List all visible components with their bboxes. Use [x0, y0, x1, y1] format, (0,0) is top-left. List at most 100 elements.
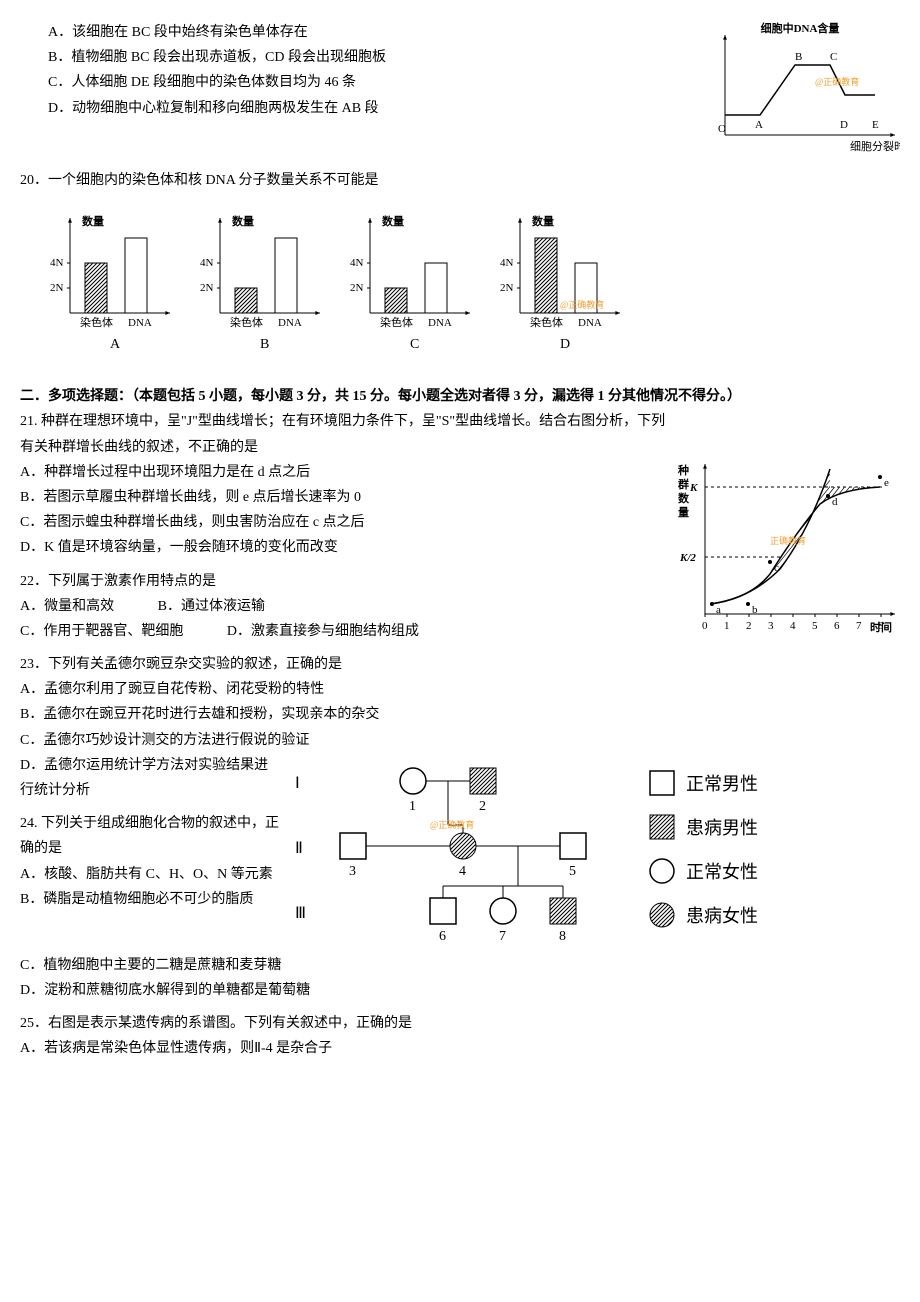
q21-opt-B: B．若图示草履虫种群增长曲线，则 e 点后增长速率为 0 [20, 485, 670, 510]
svg-text:D: D [840, 119, 848, 131]
svg-text:2N: 2N [350, 282, 364, 294]
q25-opt-A: A．若该病是常染色体显性遗传病，则Ⅱ-4 是杂合子 [20, 1036, 900, 1061]
q24-opt-A: A．核酸、脂肪共有 C、H、O、N 等元素 [20, 862, 280, 887]
svg-text:E: E [872, 119, 879, 131]
svg-text:4N: 4N [200, 257, 214, 269]
q19-dna-chart: 细胞中DNA含量细胞分裂时期ABCDEO@正确教育 [700, 20, 900, 160]
svg-text:@正确教育: @正确教育 [430, 819, 474, 830]
svg-text:C: C [410, 337, 419, 352]
svg-text:5: 5 [569, 864, 576, 879]
q19-opt-A: A．该细胞在 BC 段中始终有染色单体存在 [48, 20, 700, 45]
svg-text:K: K [689, 482, 698, 494]
q19-opt-D: D．动物细胞中心粒复制和移向细胞两极发生在 AB 段 [48, 96, 700, 121]
svg-text:b: b [752, 604, 758, 616]
q25-stem: 25．右图是表示某遗传病的系谱图。下列有关叙述中，正确的是 [20, 1011, 900, 1036]
q19-block: A．该细胞在 BC 段中始终有染色单体存在 B．植物细胞 BC 段会出现赤道板，… [20, 20, 900, 160]
q24-opt-B: B．磷脂是动植物细胞必不可少的脂质 [20, 887, 280, 912]
svg-text:DNA: DNA [428, 317, 452, 329]
svg-text:数量: 数量 [532, 214, 554, 228]
svg-text:@正确教育: @正确教育 [560, 299, 604, 310]
q24-opt-C: C．植物细胞中主要的二糖是蔗糖和麦芽糖 [20, 953, 900, 978]
q23-opt-B: B．孟德尔在豌豆开花时进行去雄和授粉，实现亲本的杂交 [20, 702, 900, 727]
q19-opt-B: B．植物细胞 BC 段会出现赤道板，CD 段会出现细胞板 [48, 45, 700, 70]
svg-text:染色体: 染色体 [380, 315, 413, 329]
svg-text:0: 0 [702, 620, 708, 632]
q23-opt-A: A．孟德尔利用了豌豆自花传粉、闭花受粉的特性 [20, 677, 900, 702]
svg-text:数量: 数量 [382, 214, 404, 228]
q21-stem: 21. 种群在理想环境中，呈"J"型曲线增长；在有环境阻力条件下，呈"S"型曲线… [20, 409, 670, 459]
svg-text:数量: 数量 [232, 214, 254, 228]
svg-text:正常男性: 正常男性 [686, 774, 758, 794]
svg-text:染色体: 染色体 [230, 315, 263, 329]
q21-growth-chart: 种群数量时间012345678KK/2abcde正确教育 [670, 449, 900, 639]
svg-text:量: 量 [678, 506, 689, 519]
svg-text:c: c [774, 562, 779, 574]
svg-text:8: 8 [559, 929, 566, 944]
svg-text:C: C [830, 51, 837, 63]
q22-opt-D: D．激素直接参与细胞结构组成 [227, 619, 419, 644]
svg-text:患病男性: 患病男性 [686, 818, 758, 838]
svg-text:群: 群 [677, 477, 689, 491]
svg-text:2N: 2N [50, 282, 64, 294]
q19-opt-C: C．人体细胞 DE 段细胞中的染色体数目均为 46 条 [48, 70, 700, 95]
q21-opt-C: C．若图示蝗虫种群增长曲线，则虫害防治应在 c 点之后 [20, 510, 670, 535]
svg-text:7: 7 [856, 620, 862, 632]
svg-text:5: 5 [812, 620, 818, 632]
q23-opt-C: C．孟德尔巧妙设计测交的方法进行假说的验证 [20, 728, 900, 753]
q21-block: 21. 种群在理想环境中，呈"J"型曲线增长；在有环境阻力条件下，呈"S"型曲线… [20, 409, 900, 644]
svg-text:正确教育: 正确教育 [770, 535, 806, 546]
svg-text:1: 1 [409, 799, 416, 814]
section2-title: 二．多项选择题：（本题包括 5 小题，每小题 3 分，共 15 分。每小题全选对… [20, 384, 900, 409]
svg-text:6: 6 [439, 929, 446, 944]
svg-text:Ⅰ: Ⅰ [295, 775, 300, 792]
q23-opt-D: D．孟德尔运用统计学方法对实验结果进行统计分析 [20, 753, 280, 803]
q24-opt-D: D．淀粉和蔗糖彻底水解得到的单糖都是葡萄糖 [20, 978, 900, 1003]
svg-text:数量: 数量 [82, 214, 104, 228]
svg-text:2: 2 [479, 799, 486, 814]
svg-text:患病女性: 患病女性 [686, 906, 758, 926]
svg-text:B: B [795, 51, 802, 63]
svg-text:A: A [110, 337, 121, 352]
svg-text:a: a [716, 604, 721, 616]
svg-text:4N: 4N [500, 257, 514, 269]
svg-text:4N: 4N [50, 257, 64, 269]
svg-text:数: 数 [678, 491, 690, 505]
q23-stem: 23．下列有关孟德尔豌豆杂交实验的叙述，正确的是 [20, 652, 900, 677]
svg-text:3: 3 [768, 620, 774, 632]
svg-text:2: 2 [746, 620, 752, 632]
svg-text:B: B [260, 337, 269, 352]
svg-text:染色体: 染色体 [80, 315, 113, 329]
svg-text:2N: 2N [500, 282, 514, 294]
svg-text:染色体: 染色体 [530, 315, 563, 329]
svg-text:3: 3 [349, 864, 356, 879]
svg-text:种: 种 [677, 463, 689, 477]
q24-pedigree-block: D．孟德尔运用统计学方法对实验结果进行统计分析 24. 下列关于组成细胞化合物的… [20, 753, 900, 953]
svg-text:@正确教育: @正确教育 [815, 76, 859, 87]
svg-text:DNA: DNA [278, 317, 302, 329]
svg-text:细胞中DNA含量: 细胞中DNA含量 [761, 21, 840, 35]
svg-text:正常女性: 正常女性 [686, 862, 758, 882]
svg-text:6: 6 [834, 620, 840, 632]
svg-text:2N: 2N [200, 282, 214, 294]
svg-text:DNA: DNA [578, 317, 602, 329]
q21-opt-A: A．种群增长过程中出现环境阻力是在 d 点之后 [20, 460, 670, 485]
svg-text:Ⅱ: Ⅱ [295, 840, 303, 857]
svg-text:K/2: K/2 [679, 552, 696, 564]
svg-text:8: 8 [878, 620, 884, 632]
svg-text:7: 7 [499, 929, 506, 944]
pedigree-chart: Ⅰ Ⅱ Ⅲ 1 2 3 4 5 6 7 8 @正确教育 正常男性患病男性正常女性患病女性 [280, 753, 880, 953]
svg-text:e: e [884, 477, 889, 489]
svg-text:d: d [832, 496, 838, 508]
q22-opt-C: C．作用于靶器官、靶细胞 [20, 619, 183, 644]
q22-row2: C．作用于靶器官、靶细胞 D．激素直接参与细胞结构组成 [20, 619, 670, 644]
svg-text:A: A [755, 119, 763, 131]
svg-text:D: D [560, 337, 570, 352]
svg-text:4: 4 [459, 864, 466, 879]
q21-opt-D: D．K 值是环境容纳量，一般会随环境的变化而改变 [20, 535, 670, 560]
svg-text:Ⅲ: Ⅲ [295, 905, 306, 922]
svg-text:细胞分裂时期: 细胞分裂时期 [850, 140, 900, 153]
svg-text:4: 4 [790, 620, 796, 632]
q20-stem: 20．一个细胞内的染色体和核 DNA 分子数量关系不可能是 [20, 168, 900, 193]
q22-stem: 22．下列属于激素作用特点的是 [20, 569, 670, 594]
svg-text:4N: 4N [350, 257, 364, 269]
